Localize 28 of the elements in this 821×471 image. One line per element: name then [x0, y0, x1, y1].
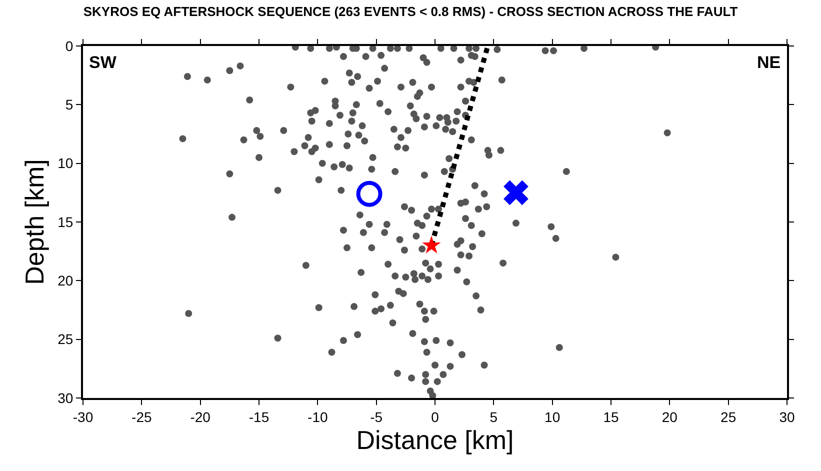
- x-tick-label: -25: [132, 408, 152, 425]
- x-tick-label: -5: [370, 408, 383, 425]
- x-axis-title: Distance [km]: [356, 424, 514, 455]
- x-tick-label: -15: [248, 408, 270, 425]
- x-tick-label: -30: [72, 408, 94, 425]
- point: [504, 180, 528, 206]
- y-tick-label: 0: [65, 38, 74, 54]
- x-tick-label: 15: [603, 408, 619, 425]
- point: [422, 236, 441, 254]
- x-tick-label: -10: [308, 408, 328, 425]
- y-tick-label: 25: [58, 331, 74, 348]
- y-tick-label: 10: [58, 155, 74, 172]
- x-tick-label: 30: [779, 408, 795, 425]
- x-tick-label: 20: [662, 408, 678, 425]
- x-tick-label: 5: [490, 408, 498, 425]
- x-tick-label: -20: [190, 408, 211, 425]
- x-tick-label: 10: [544, 408, 560, 425]
- x-tick-label: 25: [720, 408, 736, 425]
- y-axis-title: Depth [km]: [20, 159, 50, 285]
- point: [356, 180, 382, 207]
- y-tick-label: 20: [58, 272, 74, 289]
- x-tick-label: 0: [431, 408, 440, 425]
- annotation: SW: [89, 53, 118, 72]
- annotation: NE: [757, 53, 781, 72]
- y-tick-label: 5: [65, 96, 74, 113]
- chart-title: SKYROS EQ AFTERSHOCK SEQUENCE (263 EVENTS < 0.8 RMS) - CROSS SECTION ACROSS THE FAULT: [83, 4, 738, 20]
- y-tick-label: 15: [58, 214, 74, 230]
- y-tick-label: 30: [58, 390, 74, 406]
